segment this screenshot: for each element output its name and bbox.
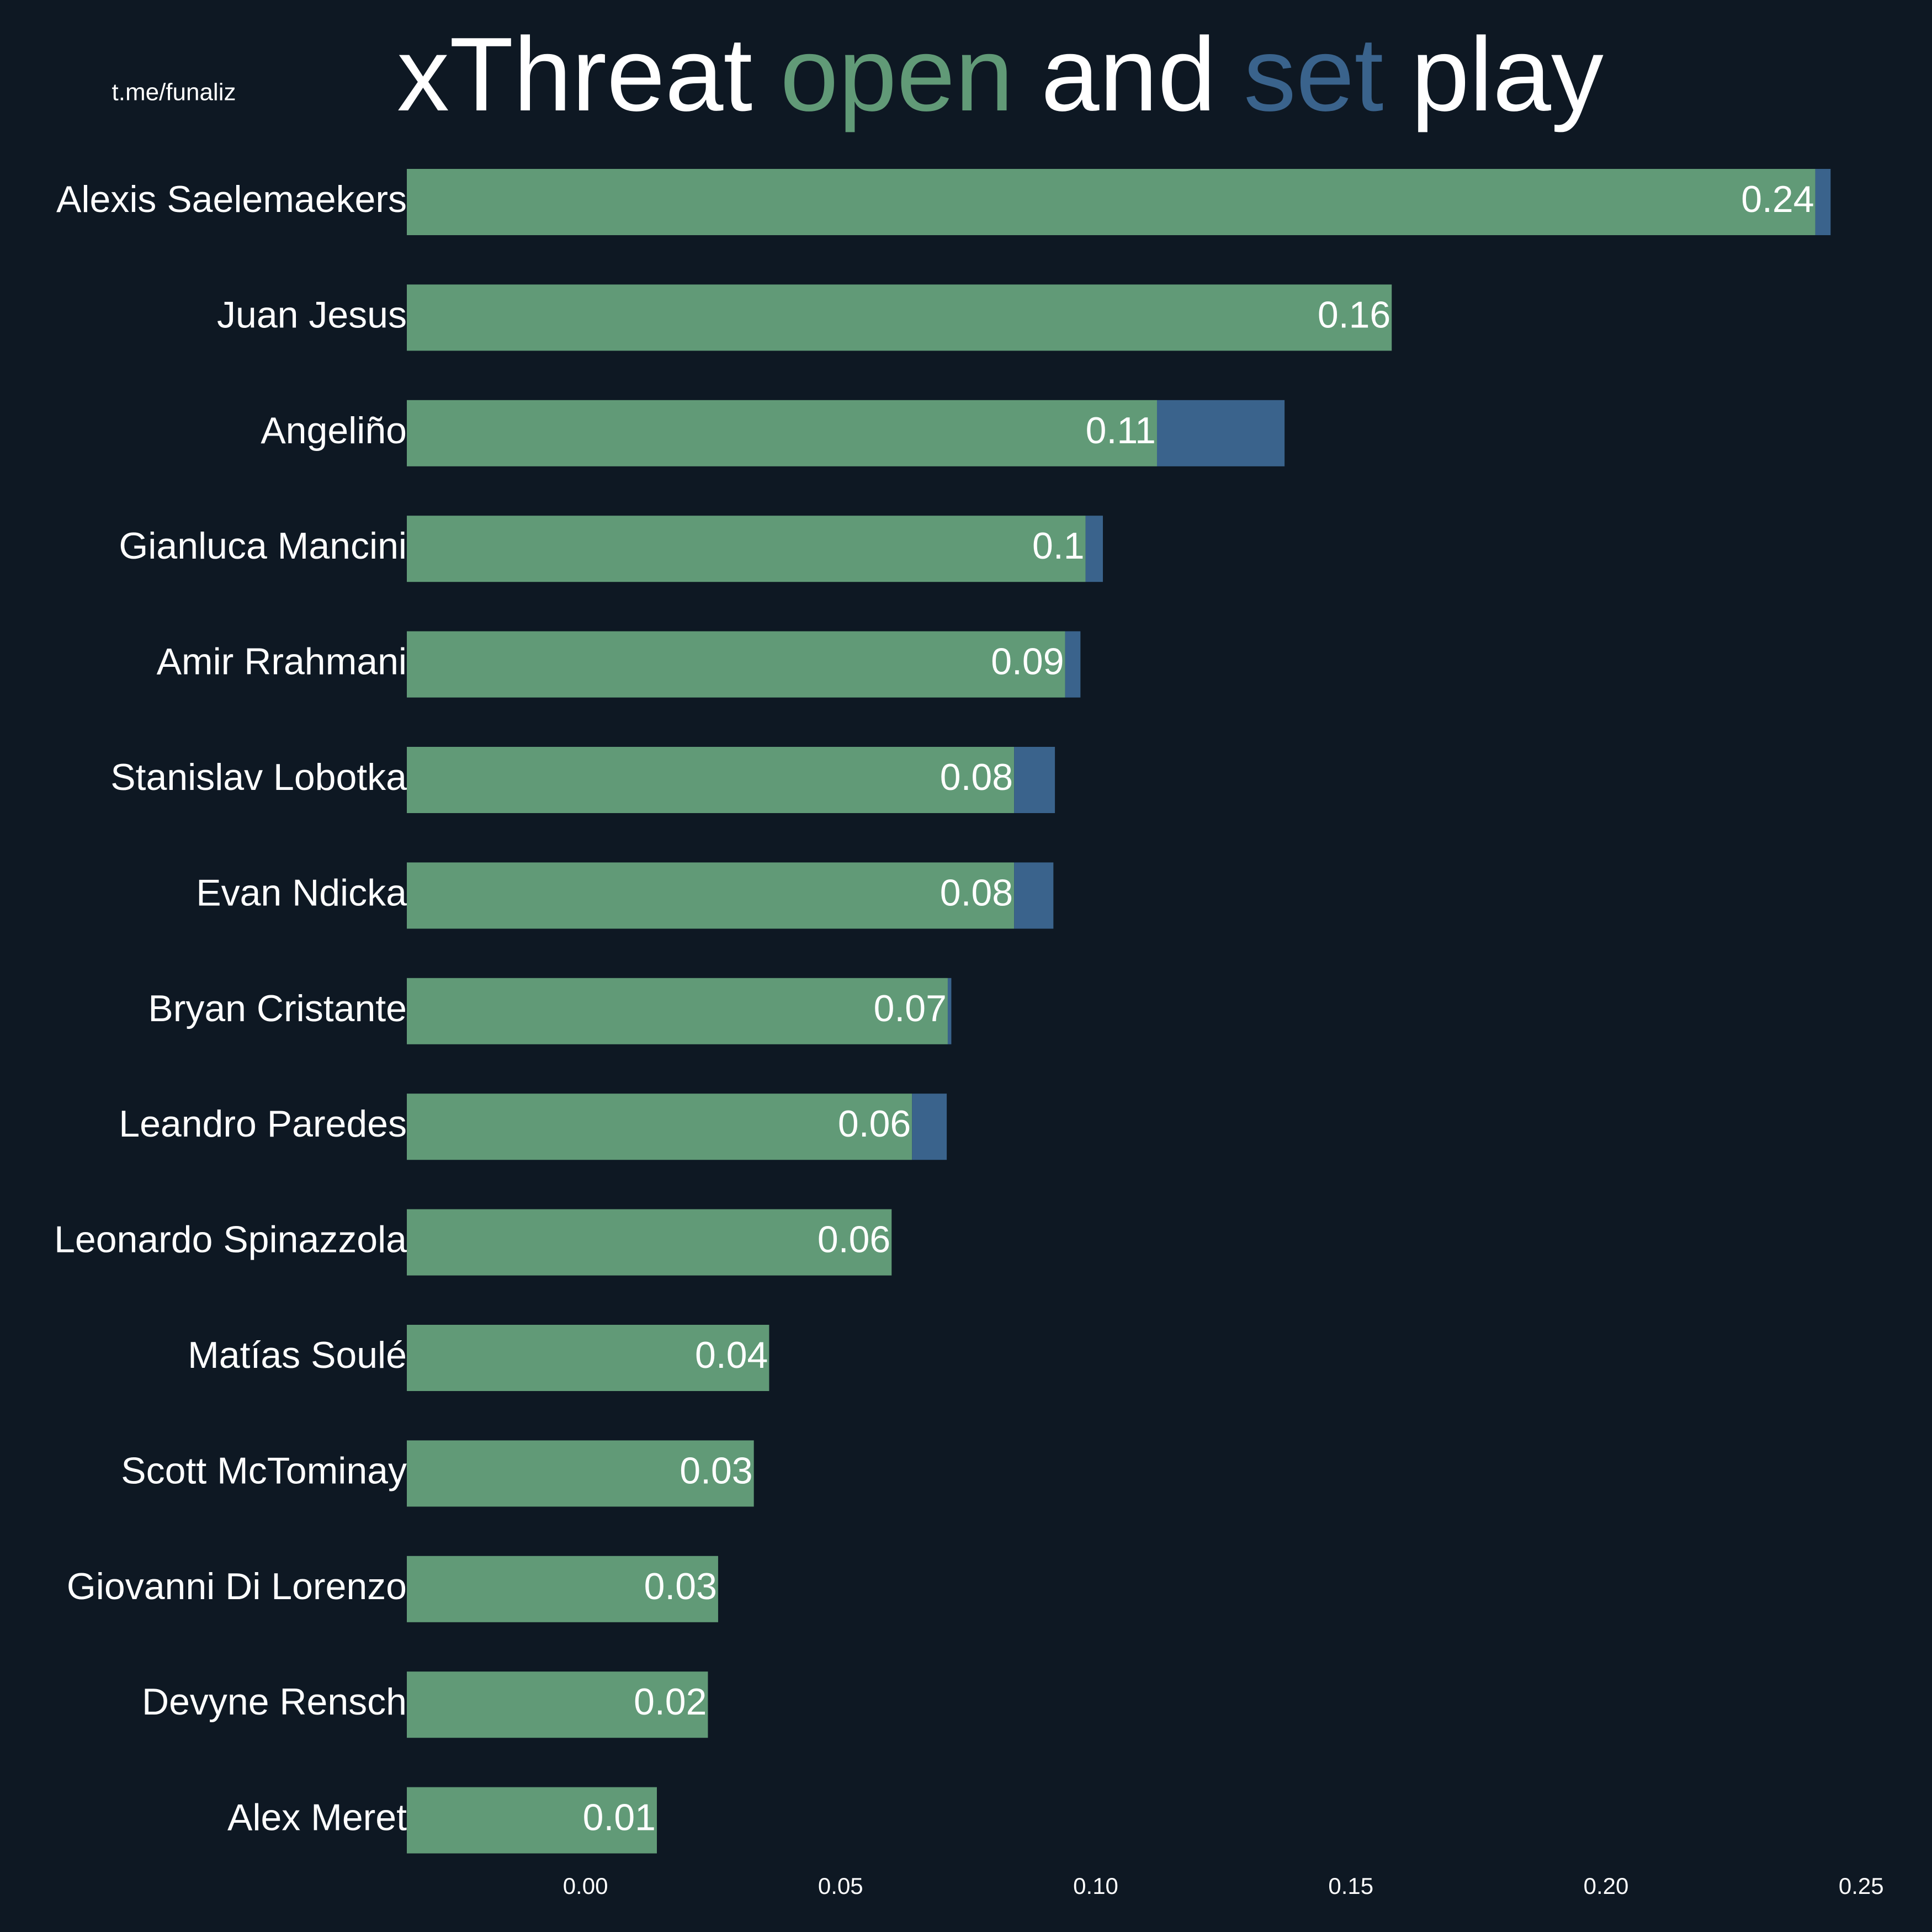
y-tick-label: Alexis Saelemaekers xyxy=(56,178,407,220)
y-tick-label: Scott McTominay xyxy=(121,1450,407,1492)
title-part: and xyxy=(1041,16,1216,133)
bar-set xyxy=(912,1094,947,1160)
x-tick-label: 0.05 xyxy=(818,1873,863,1899)
y-tick-label: Amir Rrahmani xyxy=(157,641,407,683)
value-label: 0.06 xyxy=(838,1103,911,1145)
value-label: 0.11 xyxy=(1086,410,1156,452)
y-tick-label: Bryan Cristante xyxy=(148,988,407,1029)
bar-open xyxy=(407,978,948,1044)
bar-open xyxy=(407,1094,912,1160)
bar-open xyxy=(407,862,1015,929)
bar-set xyxy=(1085,516,1103,582)
y-tick-label: Juan Jesus xyxy=(217,294,407,336)
value-label: 0.09 xyxy=(991,641,1064,683)
value-label: 0.04 xyxy=(695,1334,768,1376)
bar-set xyxy=(1014,862,1054,929)
bar-open xyxy=(407,1209,892,1276)
y-tick-label: Devyne Rensch xyxy=(142,1681,407,1723)
x-tick-label: 0.00 xyxy=(563,1873,608,1899)
x-tick-label: 0.10 xyxy=(1073,1873,1118,1899)
bar-set xyxy=(1156,400,1285,466)
x-tick-label: 0.20 xyxy=(1584,1873,1629,1899)
bar-open xyxy=(407,400,1157,466)
value-label: 0.02 xyxy=(634,1681,707,1723)
bar-open xyxy=(407,169,1816,235)
chart-title: xThreat open and set play xyxy=(397,16,1604,133)
watermark: t.me/funaliz xyxy=(112,79,236,106)
title-part: xThreat xyxy=(397,16,752,133)
value-label: 0.1 xyxy=(1032,525,1085,567)
title-part: play xyxy=(1411,16,1604,133)
y-tick-label: Alex Meret xyxy=(227,1797,407,1839)
value-label: 0.03 xyxy=(644,1565,717,1607)
bar-open xyxy=(407,747,1015,813)
value-label: 0.16 xyxy=(1318,294,1390,336)
legend-open: open xyxy=(780,16,1013,133)
value-label: 0.08 xyxy=(940,756,1013,798)
bar-set xyxy=(1065,631,1081,698)
bar-open xyxy=(407,1556,718,1622)
value-label: 0.08 xyxy=(940,872,1013,914)
x-tick-label: 0.25 xyxy=(1839,1873,1884,1899)
legend-set: set xyxy=(1244,16,1383,133)
bar-set xyxy=(947,978,952,1044)
y-tick-label: Angeliño xyxy=(261,410,407,452)
bar-open xyxy=(407,1440,754,1507)
y-tick-label: Stanislav Lobotka xyxy=(110,756,407,798)
bar-open xyxy=(407,631,1065,698)
value-label: 0.03 xyxy=(680,1450,752,1492)
value-label: 0.06 xyxy=(818,1219,890,1261)
bar-open xyxy=(407,284,1392,351)
bar-open xyxy=(407,1325,769,1391)
y-tick-label: Giovanni Di Lorenzo xyxy=(67,1565,407,1607)
bar-open xyxy=(407,516,1086,582)
y-tick-label: Gianluca Mancini xyxy=(119,525,407,567)
y-tick-label: Evan Ndicka xyxy=(196,872,407,914)
value-label: 0.01 xyxy=(583,1797,656,1839)
y-tick-label: Leonardo Spinazzola xyxy=(54,1219,407,1261)
x-tick-label: 0.15 xyxy=(1328,1873,1373,1899)
y-tick-label: Matías Soulé xyxy=(188,1334,407,1376)
y-tick-label: Leandro Paredes xyxy=(119,1103,407,1145)
value-label: 0.07 xyxy=(874,988,947,1029)
value-label: 0.24 xyxy=(1741,178,1814,220)
bar-set xyxy=(1014,747,1055,813)
bar-set xyxy=(1815,169,1831,235)
bar-open xyxy=(407,1787,657,1854)
bar-open xyxy=(407,1671,708,1738)
